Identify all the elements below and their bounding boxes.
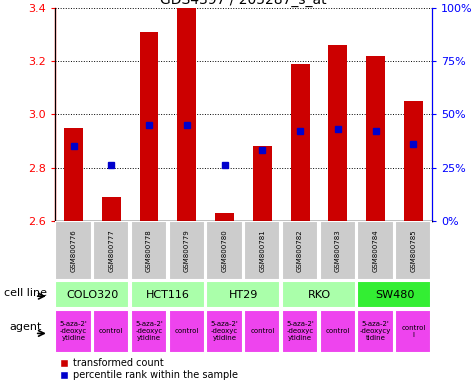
Bar	[244, 222, 280, 280]
Text: SW480: SW480	[375, 290, 414, 300]
Bar	[366, 56, 385, 221]
Bar	[64, 127, 83, 221]
Bar	[291, 64, 310, 221]
Text: 5-aza-2'
-deoxyc
ytidine: 5-aza-2' -deoxyc ytidine	[60, 321, 87, 341]
Text: GSM800782: GSM800782	[297, 229, 303, 272]
Bar	[328, 45, 347, 221]
Text: GSM800785: GSM800785	[410, 229, 417, 272]
Bar	[282, 281, 356, 308]
Text: agent: agent	[10, 322, 42, 332]
Bar	[207, 310, 243, 353]
Bar	[102, 197, 121, 221]
Text: GSM800776: GSM800776	[70, 229, 76, 272]
Text: GSM800777: GSM800777	[108, 229, 114, 272]
Bar	[320, 310, 356, 353]
Bar	[358, 222, 394, 280]
Text: GSM800779: GSM800779	[184, 229, 190, 272]
Bar	[395, 222, 431, 280]
Text: GSM800780: GSM800780	[221, 229, 228, 272]
Bar	[207, 222, 243, 280]
Text: GSM800783: GSM800783	[335, 229, 341, 272]
Bar	[253, 146, 272, 221]
Bar	[282, 222, 318, 280]
Legend: transformed count, percentile rank within the sample: transformed count, percentile rank withi…	[59, 358, 238, 380]
Text: cell line: cell line	[4, 288, 47, 298]
Bar	[207, 281, 280, 308]
Text: 5-aza-2'
-deoxyc
ytidine: 5-aza-2' -deoxyc ytidine	[286, 321, 314, 341]
Text: 5-aza-2'
-deoxycy
tidine: 5-aza-2' -deoxycy tidine	[360, 321, 391, 341]
Bar	[56, 222, 92, 280]
Title: GDS4397 / 205287_s_at: GDS4397 / 205287_s_at	[160, 0, 327, 7]
Bar	[282, 310, 318, 353]
Bar	[56, 310, 92, 353]
Bar	[131, 310, 167, 353]
Text: control: control	[175, 328, 199, 334]
Bar	[320, 222, 356, 280]
Text: HT29: HT29	[229, 290, 258, 300]
Bar	[395, 310, 431, 353]
Bar	[131, 281, 205, 308]
Text: COLO320: COLO320	[66, 290, 119, 300]
Bar	[358, 281, 431, 308]
Bar	[358, 310, 394, 353]
Bar	[56, 281, 129, 308]
Text: control: control	[99, 328, 124, 334]
Text: control: control	[326, 328, 350, 334]
Bar	[140, 31, 159, 221]
Bar	[93, 310, 129, 353]
Text: GSM800781: GSM800781	[259, 229, 266, 272]
Text: GSM800784: GSM800784	[372, 229, 379, 272]
Text: HCT116: HCT116	[146, 290, 190, 300]
Text: GSM800778: GSM800778	[146, 229, 152, 272]
Bar	[404, 101, 423, 221]
Text: RKO: RKO	[307, 290, 331, 300]
Bar	[215, 213, 234, 221]
Text: control
l: control l	[401, 325, 426, 338]
Text: 5-aza-2'
-deoxyc
ytidine: 5-aza-2' -deoxyc ytidine	[211, 321, 238, 341]
Bar	[93, 222, 129, 280]
Bar	[131, 222, 167, 280]
Bar	[169, 222, 205, 280]
Text: control: control	[250, 328, 275, 334]
Text: 5-aza-2'
-deoxyc
ytidine: 5-aza-2' -deoxyc ytidine	[135, 321, 163, 341]
Bar	[177, 5, 196, 221]
Bar	[169, 310, 205, 353]
Bar	[244, 310, 280, 353]
